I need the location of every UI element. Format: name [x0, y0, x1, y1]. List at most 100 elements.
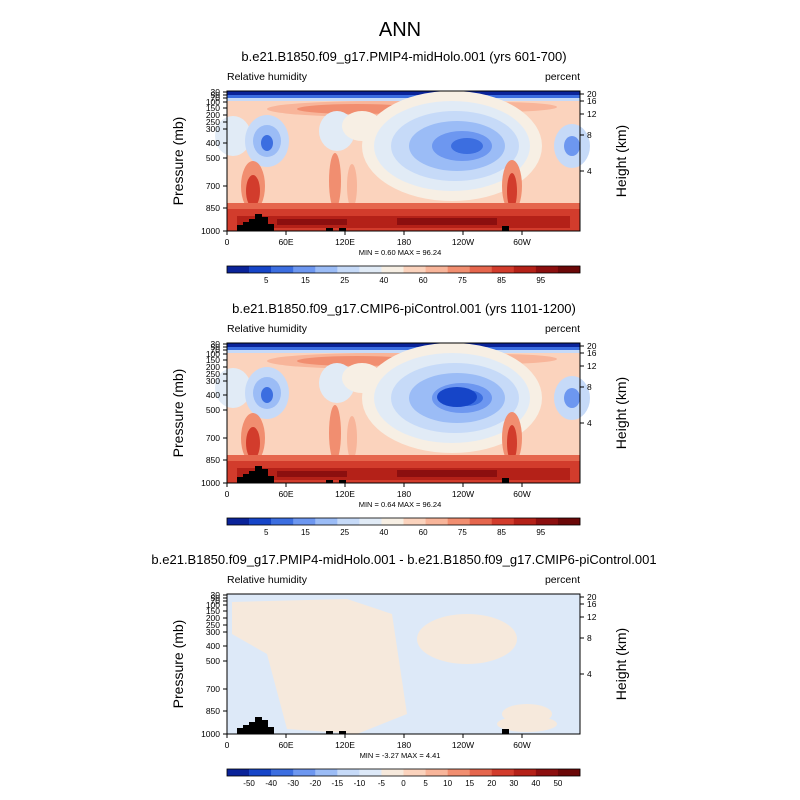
- x-tick-label: 60E: [278, 740, 293, 750]
- panel-1: b.e21.B1850.f09_g17.PMIP4-midHolo.001 (y…: [170, 49, 629, 285]
- colorbar-swatch: [359, 266, 382, 273]
- y-tick-label: 50: [211, 342, 221, 352]
- field-east-dry-core: [451, 138, 483, 154]
- colorbar-swatch: [557, 518, 581, 525]
- colorbar-swatch: [469, 518, 493, 525]
- y-right-tick-label: 16: [587, 348, 597, 358]
- colorbar-frame: [226, 265, 581, 274]
- field-plume-4-core: [507, 425, 517, 461]
- colorbar-swatch: [513, 518, 537, 525]
- panel-2: b.e21.B1850.f09_g17.CMIP6-piControl.001 …: [170, 301, 629, 537]
- colorbar-swatch: [535, 769, 559, 776]
- colorbar-label: 10: [443, 779, 452, 788]
- y-tick-label: 400: [206, 641, 220, 651]
- field-diff-pos-2: [417, 614, 517, 664]
- y-axis-title: Pressure (mb): [170, 369, 186, 458]
- colorbar-label: -15: [332, 779, 344, 788]
- x-tick-label: 0: [225, 740, 230, 750]
- colorbar-label: 20: [487, 779, 496, 788]
- topography-bar: [261, 720, 268, 734]
- y-right-tick-label: 12: [587, 109, 597, 119]
- colorbar-swatch: [535, 518, 559, 525]
- colorbar-label: 85: [497, 276, 506, 285]
- x-tick-label: 0: [225, 489, 230, 499]
- panel-right-label: percent: [545, 323, 580, 335]
- x-tick-label: 120E: [335, 489, 355, 499]
- y-tick-label: 70: [211, 596, 221, 606]
- y-right-tick-label: 4: [587, 669, 592, 679]
- field-bl-5: [277, 219, 347, 225]
- field-top-dry: [227, 343, 580, 347]
- y-tick-label: 250: [206, 620, 220, 630]
- colorbar-swatch: [337, 266, 360, 273]
- field-plume-1-core: [246, 427, 260, 459]
- x-tick-label: 120W: [452, 740, 474, 750]
- topography-bar: [249, 722, 256, 734]
- colorbar-swatch: [315, 266, 338, 273]
- y-tick-label: 1000: [201, 478, 220, 488]
- colorbar-swatch: [513, 266, 537, 273]
- colorbar-swatch: [249, 769, 272, 776]
- colorbar-swatch: [337, 769, 360, 776]
- topography-bar: [237, 477, 244, 483]
- panel-left-label: Relative humidity: [227, 574, 308, 586]
- panel-title: b.e21.B1850.f09_g17.CMIP6-piControl.001 …: [232, 301, 576, 316]
- field: [227, 594, 580, 734]
- y-right-tick-label: 8: [587, 382, 592, 392]
- colorbar-label: 40: [531, 779, 540, 788]
- x-tick-label: 0: [225, 237, 230, 247]
- y-tick-label: 30: [211, 339, 221, 349]
- y-tick-label: 150: [206, 355, 220, 365]
- topography-bar: [249, 471, 256, 483]
- x-tick-label: 60W: [513, 740, 530, 750]
- field-plume-4-core: [507, 173, 517, 209]
- field-top-band-3: [227, 350, 580, 353]
- topography-bar: [502, 478, 509, 483]
- topography-bar: [237, 728, 244, 734]
- topography-bar: [326, 480, 333, 483]
- colorbar-swatch: [403, 769, 426, 776]
- field-far-east-dry-core: [564, 136, 580, 156]
- colorbar-swatch: [381, 518, 404, 525]
- colorbar-label: 5: [264, 528, 269, 537]
- field-west-dry: [215, 116, 251, 156]
- colorbar-swatch: [491, 769, 515, 776]
- field-dry-blob-1-core: [261, 135, 273, 151]
- field-top-band-2: [227, 95, 580, 98]
- y-tick-label: 850: [206, 203, 220, 213]
- y-tick-label: 850: [206, 706, 220, 716]
- colorbar-swatch: [227, 769, 250, 776]
- topography-bar: [243, 725, 250, 734]
- topography-bar: [326, 731, 333, 734]
- y-tick-label: 70: [211, 345, 221, 355]
- y-tick-label: 200: [206, 362, 220, 372]
- panel-right-label: percent: [545, 71, 580, 83]
- y-tick-label: 500: [206, 656, 220, 666]
- y-right-tick-label: 12: [587, 612, 597, 622]
- y-right-tick-label: 4: [587, 166, 592, 176]
- stats-label: MIN = 0.60 MAX = 96.24: [359, 248, 442, 257]
- colorbar-label: 50: [553, 779, 562, 788]
- colorbar-label: 30: [509, 779, 518, 788]
- topography-bar: [339, 228, 346, 231]
- colorbar-label: 75: [458, 528, 467, 537]
- field-plume-2: [329, 405, 341, 461]
- y-tick-label: 500: [206, 153, 220, 163]
- colorbar-swatch: [403, 518, 426, 525]
- topography-bar: [267, 476, 274, 483]
- colorbar-swatch: [293, 769, 316, 776]
- topography-bar: [243, 474, 250, 483]
- x-tick-label: 60W: [513, 237, 530, 247]
- x-tick-label: 60W: [513, 489, 530, 499]
- colorbar-swatch: [403, 266, 426, 273]
- panel-title: b.e21.B1850.f09_g17.PMIP4-midHolo.001 - …: [151, 552, 656, 567]
- y-tick-label: 400: [206, 390, 220, 400]
- colorbar-swatch: [249, 518, 272, 525]
- colorbar-swatch: [271, 518, 294, 525]
- y-tick-label: 250: [206, 369, 220, 379]
- colorbar-swatch: [293, 266, 316, 273]
- colorbar-label: 40: [379, 276, 388, 285]
- colorbar-swatch: [469, 266, 493, 273]
- colorbar-swatch: [293, 518, 316, 525]
- field-dry-blob-1-core: [261, 387, 273, 403]
